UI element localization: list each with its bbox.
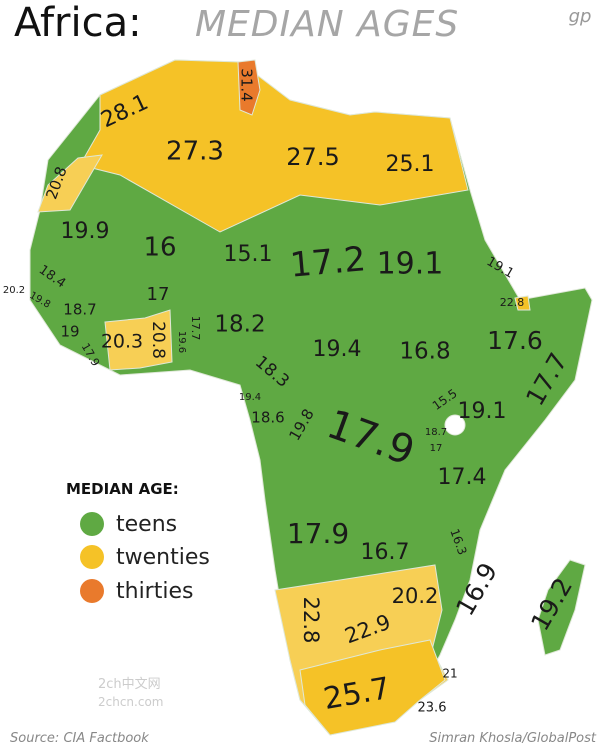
legend-label: twenties (116, 545, 210, 570)
title: Africa: (14, 0, 142, 46)
credit: Simran Khosla/GlobalPost (429, 731, 597, 746)
country-label: 17.2 (288, 239, 367, 285)
legend-swatch (80, 579, 104, 603)
country-label: 18.7 (63, 301, 96, 319)
source: Source: CIA Factbook (10, 731, 149, 746)
country-label: 16.8 (399, 339, 450, 365)
country-label: 22.8 (299, 597, 323, 644)
country-label: 19.1 (458, 399, 507, 424)
map-shapes (29, 59, 593, 736)
country-label: 20.3 (101, 331, 143, 353)
logo: gp (569, 6, 592, 27)
country-label: 27.3 (166, 137, 224, 167)
legend-title: MEDIAN AGE: (66, 480, 179, 498)
country-label: 22.8 (500, 296, 525, 309)
country-label: 18.2 (214, 312, 265, 338)
country-label: 17.7 (189, 316, 202, 341)
country-label: 18.7 (425, 427, 447, 438)
country-label: 18.6 (251, 409, 284, 427)
legend: teens twenties thirties (80, 512, 210, 604)
ghana-ivory-coast (104, 309, 173, 371)
legend-swatch (80, 512, 104, 536)
country-label: 15.1 (224, 242, 273, 267)
watermark: 2ch中文网 (98, 677, 161, 692)
country-label: 20.2 (3, 285, 25, 296)
country-label: 21 (442, 667, 457, 681)
watermark: 2chcn.com (98, 695, 163, 709)
country-label: 16.7 (361, 540, 410, 565)
country-label: 19.9 (61, 219, 110, 244)
legend-swatch (80, 545, 104, 569)
country-label: 27.5 (286, 143, 339, 171)
country-label: 31.4 (238, 68, 256, 101)
country-label: 25.1 (386, 152, 435, 177)
country-label: 19.4 (239, 392, 261, 403)
country-label: 20.2 (392, 584, 439, 608)
madagascar (537, 559, 586, 656)
south-africa (299, 639, 446, 736)
western-sahara (37, 154, 103, 213)
country-label: 17 (147, 284, 170, 305)
country-label: 19.1 (377, 247, 444, 282)
legend-label: thirties (116, 579, 193, 604)
country-label: 17.6 (487, 326, 543, 355)
country-label: 23.6 (418, 701, 447, 716)
country-label: 17.4 (438, 465, 487, 490)
country-label: 19.4 (313, 337, 362, 362)
subtitle: MEDIAN AGES (195, 4, 459, 45)
djibouti (514, 295, 531, 311)
tunisia (237, 59, 261, 116)
legend-label: teens (116, 512, 177, 537)
country-label: 20.8 (148, 321, 168, 359)
country-label: 17 (430, 443, 443, 454)
country-label: 19 (60, 323, 79, 341)
lake-victoria (444, 414, 466, 436)
country-label: 16 (143, 233, 176, 263)
country-label: 19.6 (176, 331, 187, 353)
country-label: 17.9 (287, 517, 349, 550)
